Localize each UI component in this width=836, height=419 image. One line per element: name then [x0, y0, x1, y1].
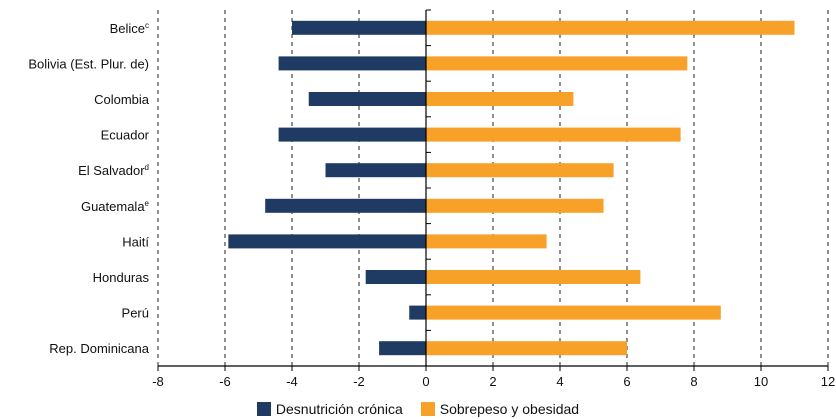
- x-tick-label-10: 12: [821, 374, 835, 389]
- x-axis: -8 -6 -4 -2 0 2 4 6 8 10 12: [152, 9, 835, 389]
- category-label-2: Colombia: [94, 92, 150, 107]
- category-footnote-4: d: [145, 163, 149, 172]
- category-label-6: Haití: [122, 234, 149, 249]
- category-footnote-0: c: [145, 21, 149, 30]
- bar-series1-0: [426, 20, 795, 35]
- bar-series1-8: [426, 305, 721, 320]
- category-footnote-5: e: [145, 199, 150, 208]
- legend-swatch-desnutricion: [256, 402, 271, 416]
- category-label-3: Ecuador: [101, 128, 150, 143]
- bar-series1-7: [426, 270, 641, 284]
- bar-series0-9: [379, 341, 426, 356]
- x-tick-label-4: 0: [422, 374, 429, 389]
- category-label-4: El Salvadord: [78, 163, 149, 178]
- x-tick-label-6: 4: [556, 374, 563, 389]
- category-label-1: Bolivia (Est. Plur. de): [28, 56, 149, 71]
- bar-series1-2: [426, 92, 574, 106]
- bar-series0-5: [265, 198, 426, 213]
- bar-series0-1: [278, 56, 426, 71]
- category-label-8: Perú: [122, 306, 149, 321]
- bar-series1-4: [426, 163, 614, 178]
- x-tick-label-0: -8: [152, 374, 164, 389]
- x-tick-label-2: -4: [286, 374, 298, 389]
- category-label-5: Guatemalae: [81, 199, 150, 214]
- bar-series0-0: [292, 20, 426, 35]
- x-tick-label-1: -6: [219, 374, 231, 389]
- bar-series1-1: [426, 56, 688, 71]
- bar-series1-9: [426, 341, 627, 356]
- bar-series1-5: [426, 198, 604, 213]
- bar-series0-8: [409, 305, 426, 320]
- bar-chart: Belicec Bolivia (Est. Plur. de) Colombia Ec…: [28, 9, 835, 389]
- x-tick-label-8: 8: [690, 374, 697, 389]
- legend-label-sobrepeso: Sobrepeso y obesidad: [439, 401, 580, 417]
- legend: Desnutrición crónica Sobrepeso y obesida…: [0, 399, 836, 419]
- legend-item-sobrepeso: Sobrepeso y obesidad: [420, 401, 580, 417]
- legend-label-desnutricion: Desnutrición crónica: [275, 401, 403, 417]
- bar-series0-7: [365, 270, 426, 284]
- category-labels: Belicec Bolivia (Est. Plur. de) Colombia Ec…: [28, 21, 149, 356]
- bars: [228, 20, 795, 356]
- bar-series1-3: [426, 127, 681, 142]
- x-tick-label-9: 10: [754, 374, 768, 389]
- bar-series0-4: [325, 163, 426, 178]
- x-tick-label-5: 2: [489, 374, 496, 389]
- category-label-0: Belicec: [110, 21, 149, 36]
- bar-series0-2: [308, 92, 426, 106]
- bar-series0-6: [228, 234, 426, 249]
- x-tick-label-7: 6: [623, 374, 630, 389]
- x-tick-label-3: -2: [353, 374, 365, 389]
- legend-swatch-sobrepeso: [420, 402, 435, 416]
- bar-series0-3: [278, 127, 426, 142]
- category-label-7: Honduras: [93, 270, 150, 285]
- bar-series1-6: [426, 234, 547, 249]
- category-label-9: Rep. Dominicana: [49, 341, 149, 356]
- legend-item-desnutricion: Desnutrición crónica: [256, 401, 403, 417]
